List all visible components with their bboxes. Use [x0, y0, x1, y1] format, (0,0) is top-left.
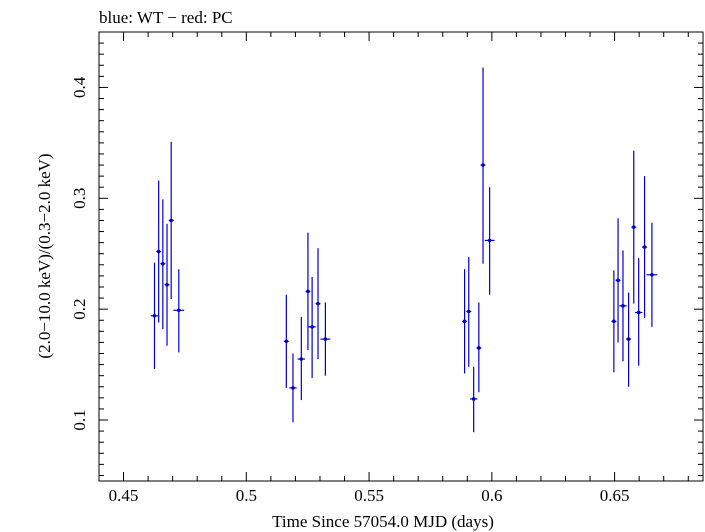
y-axis-tick-labels: 0.1 0.2 0.3 0.4: [70, 76, 89, 430]
data-point: [631, 150, 637, 304]
data-point: [484, 187, 495, 295]
data-point: [476, 302, 482, 393]
point-marker: [152, 314, 157, 318]
data-point: [289, 353, 297, 423]
x-tick-label: 0.6: [481, 486, 502, 505]
point-marker: [477, 346, 481, 350]
point-marker: [161, 261, 165, 266]
point-marker: [310, 325, 314, 329]
data-points: [150, 67, 658, 433]
data-point: [642, 176, 648, 319]
point-marker: [631, 225, 636, 229]
y-tick-label: 0.1: [70, 409, 89, 430]
point-marker: [471, 397, 476, 401]
data-point: [466, 257, 472, 367]
data-point: [619, 250, 627, 362]
chart-title: blue: WT − red: PC: [99, 8, 233, 27]
point-marker: [466, 309, 471, 314]
point-marker: [612, 319, 616, 324]
data-point: [462, 269, 468, 374]
data-point: [646, 222, 658, 327]
data-point: [320, 302, 331, 376]
x-axis-ticks: [98, 32, 689, 481]
point-marker: [642, 245, 647, 249]
point-marker: [176, 308, 181, 313]
x-tick-label: 0.55: [354, 486, 384, 505]
x-axis-tick-labels: 0.45 0.5 0.55 0.6 0.65: [109, 486, 630, 505]
data-point: [305, 232, 311, 351]
point-marker: [156, 249, 161, 254]
x-tick-label: 0.65: [600, 486, 630, 505]
point-marker: [284, 339, 289, 344]
y-tick-label: 0.4: [70, 76, 89, 98]
y-axis-ticks: [99, 31, 703, 476]
data-point: [315, 248, 321, 360]
data-point: [156, 180, 162, 323]
point-marker: [616, 278, 620, 283]
point-marker: [621, 304, 625, 308]
point-marker: [481, 163, 485, 167]
point-marker: [487, 238, 492, 243]
point-marker: [636, 310, 641, 315]
y-tick-label: 0.2: [70, 299, 89, 320]
point-marker: [299, 357, 304, 361]
data-point: [164, 223, 170, 346]
y-axis-label: (2.0−10.0 keV)/(0.3−2.0 keV): [35, 153, 54, 358]
point-marker: [316, 301, 320, 306]
point-marker: [626, 337, 631, 341]
point-marker: [323, 337, 328, 341]
data-point: [173, 269, 185, 353]
data-point: [611, 270, 617, 373]
data-point: [626, 292, 632, 387]
data-point: [615, 218, 621, 343]
y-tick-label: 0.3: [70, 188, 89, 209]
data-point: [150, 262, 159, 370]
point-marker: [165, 282, 169, 287]
data-point: [160, 199, 166, 330]
data-point: [297, 316, 305, 401]
data-point: [469, 366, 478, 433]
x-axis-label: Time Since 57054.0 MJD (days): [272, 512, 494, 531]
data-point: [283, 294, 289, 388]
point-marker: [291, 386, 295, 390]
x-tick-label: 0.45: [109, 486, 139, 505]
point-marker: [462, 319, 467, 324]
point-marker: [169, 218, 173, 223]
data-point: [634, 258, 643, 366]
point-marker: [306, 289, 310, 294]
data-point: [480, 67, 486, 264]
plot-frame: [98, 31, 704, 482]
data-point: [308, 277, 316, 378]
x-tick-label: 0.5: [236, 486, 257, 505]
data-point: [168, 141, 174, 300]
point-marker: [650, 272, 654, 277]
